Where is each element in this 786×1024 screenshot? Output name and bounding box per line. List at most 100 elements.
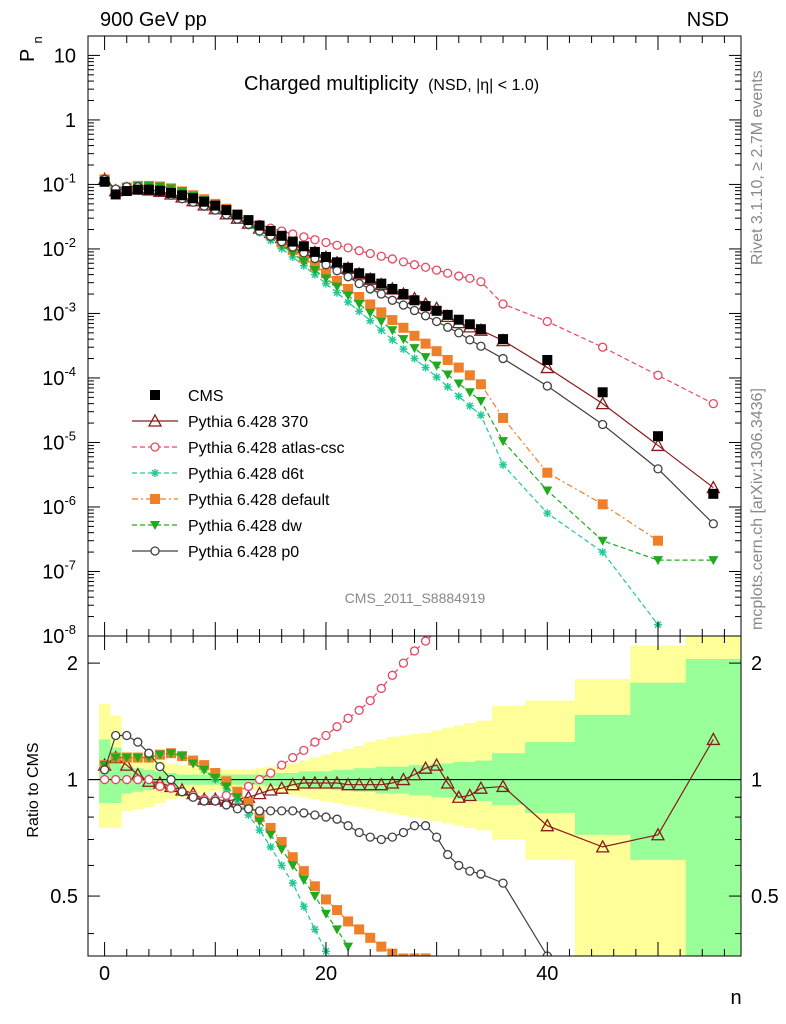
point-pythia-6-428-dw [597,536,608,546]
legend-label: Pythia 6.428 dw [188,518,302,535]
legend-item: CMS [150,388,224,405]
point-pythia-6-428-atlas-csc [376,251,386,261]
ratio-point-pythia-6-428-default [210,767,221,778]
point-pythia-6-428-dw [542,486,553,496]
band-stat-bin [475,760,493,802]
ratio-point-pythia-6-428-p0 [265,806,276,816]
process-label: NSD [687,9,729,31]
ratio-point-pythia-6-428-370 [274,780,289,794]
line-pythia-6-428-p0 [104,178,714,525]
point-cms [431,305,442,316]
ratio-point-pythia-6-428-dw [320,909,331,919]
ratio-point-pythia-6-428-d6t [310,925,319,934]
ratio-point-pythia-6-428-p0 [387,832,398,842]
point-cms [254,220,265,231]
ratio-point-pythia-6-428-p0 [243,804,254,814]
ratio-point-pythia-6-428-default [320,894,331,905]
ratio-point-pythia-6-428-p0 [232,804,243,814]
point-pythia-6-428-default [365,299,376,310]
point-cms [542,354,553,365]
point-pythia-6-428-atlas-csc [476,277,486,287]
point-pythia-6-428-d6t [333,288,342,297]
ratio-point-pythia-6-428-p0 [476,869,486,879]
point-pythia-6-428-atlas-csc [321,237,331,248]
point-cms [110,189,121,200]
ratio-point-pythia-6-428-370 [540,818,555,832]
point-pythia-6-428-atlas-csc [653,370,663,380]
ratio-point-pythia-6-428-atlas-csc [288,752,298,763]
ratio-point-pythia-6-428-370 [252,786,267,800]
ratio-point-pythia-6-428-370 [462,788,477,802]
ratio-point-pythia-6-428-atlas-csc [332,722,342,732]
point-pythia-6-428-default [442,354,453,365]
ratio-point-pythia-6-428-p0 [210,796,220,806]
point-pythia-6-428-p0 [454,328,464,338]
point-pythia-6-428-p0 [465,335,475,345]
point-pythia-6-428-default [354,291,365,302]
y-tick-label: 10-5 [42,428,76,454]
ratio-point-pythia-6-428-p0 [254,806,265,816]
ratio-point-pythia-6-428-p0 [111,730,121,741]
ratio-point-pythia-6-428-p0 [288,806,298,816]
ratio-point-pythia-6-428-atlas-csc [310,737,320,747]
ratio-point-pythia-6-428-p0 [199,796,209,806]
ratio-point-pythia-6-428-370 [352,777,367,791]
ratio-point-pythia-6-428-dw [221,782,232,792]
ratio-point-pythia-6-428-370 [706,732,721,746]
point-pythia-6-428-default [332,275,343,286]
point-cms [376,278,387,289]
band-stat-bin [685,658,742,956]
point-cms [210,200,221,211]
ratio-point-pythia-6-428-dw [210,773,221,783]
ratio-point-pythia-6-428-dw [121,753,132,763]
point-pythia-6-428-default [464,370,475,381]
y-axis-label: P n [17,36,45,62]
point-cms [343,262,354,273]
ratio-point-pythia-6-428-p0 [398,827,409,838]
point-pythia-6-428-p0 [598,419,608,430]
legend-marker [147,413,163,427]
point-pythia-6-428-d6t [366,316,375,325]
point-pythia-6-428-p0 [443,322,453,332]
ratio-point-pythia-6-428-p0 [310,810,320,820]
point-pythia-6-428-p0 [398,300,409,310]
point-pythia-6-428-dw [431,361,442,371]
point-cms [453,314,464,325]
ratio-point-pythia-6-428-default [420,953,431,956]
point-pythia-6-428-p0 [332,266,342,276]
point-pythia-6-428-atlas-csc [443,268,453,278]
ratio-point-pythia-6-428-p0 [376,834,386,845]
ratio-point-pythia-6-428-atlas-csc [420,636,431,646]
point-pythia-6-428-dw [453,379,464,389]
point-pythia-6-428-atlas-csc [465,273,475,284]
ratio-point-pythia-6-428-default [287,852,298,863]
point-cms [199,196,210,207]
y-tick-label: 1 [65,110,76,132]
point-pythia-6-428-default [420,338,431,349]
ratio-point-pythia-6-428-p0 [99,765,110,775]
series-pythia-6-428-atlas-csc [99,177,718,409]
ratio-point-pythia-6-428-p0 [343,821,353,831]
point-pythia-6-428-default [542,467,553,478]
point-pythia-6-428-default [387,315,398,326]
point-pythia-6-428-dw [354,300,365,310]
point-cms [332,257,343,268]
ratio-point-pythia-6-428-default [309,881,320,892]
point-pythia-6-428-d6t [443,382,452,391]
legend-label: Pythia 6.428 p0 [188,544,299,561]
ratio-point-pythia-6-428-dw [110,753,121,763]
point-cms [276,230,287,241]
point-pythia-6-428-p0 [354,278,364,289]
point-pythia-6-428-atlas-csc [542,316,552,327]
ratio-point-pythia-6-428-p0 [277,806,287,816]
point-pythia-6-428-default [398,322,409,333]
ratio-point-pythia-6-428-370 [385,775,400,789]
ratio-line-pythia-6-428-dw [104,752,349,947]
y-tick-label: 10-2 [42,235,76,261]
point-pythia-6-428-d6t [410,354,419,363]
point-pythia-6-428-atlas-csc [398,257,409,267]
ratio-point-pythia-6-428-370 [296,775,311,789]
plot-title-main: Charged multiplicity [244,73,419,95]
legend-label: Pythia 6.428 d6t [188,466,304,483]
